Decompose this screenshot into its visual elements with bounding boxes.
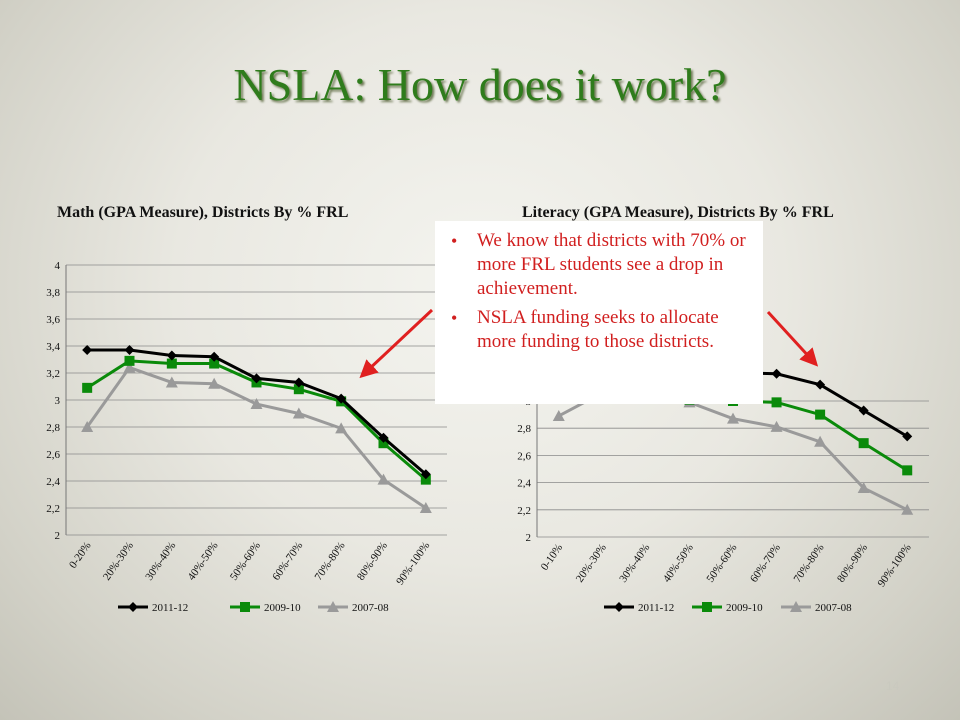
y-tick-label: 2 xyxy=(526,532,532,544)
legend-item: 2007-08 xyxy=(318,601,389,614)
y-tick-label: 3,2 xyxy=(46,368,60,380)
page-number: 14 xyxy=(886,679,900,693)
data-point xyxy=(770,420,783,432)
data-point xyxy=(902,465,913,476)
y-tick-label: 2,6 xyxy=(46,449,60,461)
legend-marker xyxy=(614,602,624,612)
legend-item: 2009-10 xyxy=(230,602,301,614)
legend-item: 2011-12 xyxy=(118,602,188,614)
data-point xyxy=(420,469,431,480)
y-tick-label: 3,6 xyxy=(46,314,60,326)
data-point xyxy=(335,422,348,434)
legend-label: 2011-12 xyxy=(638,602,674,614)
data-point xyxy=(208,377,221,389)
legend-item: 2011-12 xyxy=(604,602,674,614)
data-point xyxy=(419,502,432,513)
data-point xyxy=(250,398,263,410)
data-point xyxy=(251,373,262,384)
data-point xyxy=(815,409,826,420)
data-point xyxy=(166,350,177,361)
callout-bullet-1: • We know that districts with 70% or mor… xyxy=(445,229,749,301)
data-point xyxy=(209,358,220,369)
data-point xyxy=(814,435,827,447)
legend-marker xyxy=(702,602,712,612)
legend-item: 2009-10 xyxy=(692,602,763,614)
arrow-right xyxy=(766,310,819,367)
data-point xyxy=(378,432,389,443)
legend-marker xyxy=(327,601,339,612)
y-tick-label: 4 xyxy=(55,260,61,272)
y-tick-label: 2,8 xyxy=(46,422,60,434)
y-tick-label: 3,4 xyxy=(46,341,60,353)
y-tick-label: 2,2 xyxy=(517,505,531,517)
callout-box: • We know that districts with 70% or mor… xyxy=(435,221,763,404)
callout-text-2: NSLA funding seeks to allocate more fund… xyxy=(477,307,719,352)
callout-text-1: We know that districts with 70% or more … xyxy=(477,230,746,299)
y-tick-label: 2,6 xyxy=(517,450,531,462)
data-point xyxy=(420,474,431,485)
series-2007-08 xyxy=(81,361,432,513)
slide-title: NSLA: How does it work? xyxy=(233,59,727,110)
y-tick-label: 2,4 xyxy=(517,478,531,490)
data-point xyxy=(293,384,304,395)
data-point xyxy=(727,412,739,424)
data-point xyxy=(124,345,135,356)
data-point xyxy=(815,379,826,390)
y-tick-label: 2,2 xyxy=(46,503,60,515)
legend-label: 2007-08 xyxy=(815,602,852,614)
data-point xyxy=(209,351,220,362)
data-point xyxy=(771,368,782,379)
legend-label: 2009-10 xyxy=(264,602,301,614)
data-point xyxy=(82,345,93,356)
arrow-left xyxy=(359,308,434,379)
legend-marker xyxy=(790,601,802,612)
legend-item: 2007-08 xyxy=(781,601,852,614)
callout-bullet-2: • NSLA funding seeks to allocate more fu… xyxy=(445,306,749,354)
data-point xyxy=(123,361,136,373)
data-point xyxy=(293,377,304,388)
data-point xyxy=(124,355,135,366)
data-point xyxy=(857,482,870,494)
math-chart-title: Math (GPA Measure), Districts By % FRL xyxy=(57,204,349,221)
bullet-icon: • xyxy=(451,231,458,251)
data-point xyxy=(901,503,914,515)
bullet-icon: • xyxy=(451,308,458,328)
legend-label: 2007-08 xyxy=(352,602,389,614)
data-point xyxy=(858,438,869,449)
series-2011-12 xyxy=(82,345,431,480)
y-tick-label: 3,8 xyxy=(46,287,60,299)
legend-marker xyxy=(128,602,138,612)
data-point xyxy=(336,393,347,404)
data-point xyxy=(165,376,178,388)
y-tick-label: 2,4 xyxy=(46,476,60,488)
data-point xyxy=(82,382,93,393)
callout-list: • We know that districts with 70% or mor… xyxy=(445,229,749,354)
data-point xyxy=(166,358,177,369)
data-point xyxy=(552,409,565,421)
data-point xyxy=(377,473,390,485)
data-point xyxy=(292,407,305,419)
data-point xyxy=(902,431,913,442)
data-point xyxy=(81,421,94,432)
legend-marker xyxy=(240,602,250,612)
y-tick-label: 3 xyxy=(55,395,61,407)
legend-label: 2009-10 xyxy=(726,602,763,614)
data-point xyxy=(771,397,782,408)
y-tick-label: 2,8 xyxy=(517,423,531,435)
data-point xyxy=(858,405,869,416)
literacy-chart-title: Literacy (GPA Measure), Districts By % F… xyxy=(522,204,834,221)
legend-label: 2011-12 xyxy=(152,602,188,614)
data-point xyxy=(378,438,389,449)
y-tick-label: 2 xyxy=(55,530,61,542)
